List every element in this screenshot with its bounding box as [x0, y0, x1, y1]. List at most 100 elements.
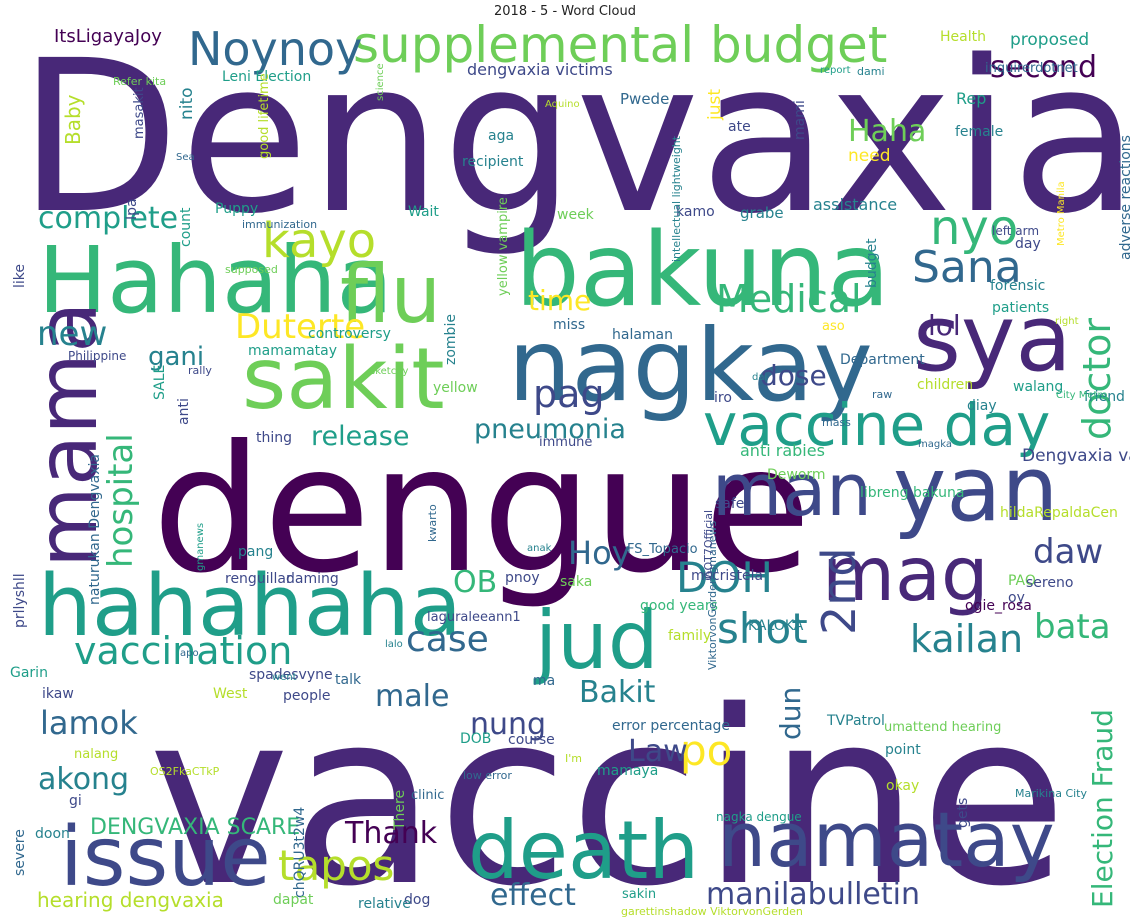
cloud-word: dai: [752, 372, 767, 383]
cloud-word: day: [1015, 236, 1041, 252]
cloud-word: good years: [640, 598, 718, 614]
cloud-word: anti rabies: [740, 441, 825, 460]
cloud-word: Bakit: [579, 675, 656, 710]
cloud-word: dog: [404, 892, 430, 908]
cloud-word: gets: [955, 798, 971, 828]
cloud-word: mamaya: [597, 763, 658, 779]
cloud-word: Philippine: [68, 349, 126, 363]
cloud-word: budget: [864, 238, 880, 288]
cloud-word: dapat: [273, 892, 314, 908]
cloud-word: Election Fraud: [1086, 709, 1119, 908]
cloud-word: vaccine day: [703, 391, 1050, 459]
cloud-word: Department: [840, 352, 925, 368]
cloud-word: complete: [38, 201, 178, 236]
cloud-word: vaccination: [74, 629, 292, 673]
cloud-word: point: [885, 742, 921, 758]
cloud-word: patients: [992, 300, 1049, 316]
cloud-word: kailan: [910, 617, 1023, 661]
cloud-word: low error: [463, 769, 512, 782]
cloud-word: mass: [822, 416, 851, 429]
cloud-word: issue: [60, 810, 271, 905]
cloud-word: pang: [238, 544, 273, 560]
cloud-word: PAO: [1008, 573, 1036, 589]
cloud-word: family: [668, 628, 711, 644]
cloud-word: dun: [774, 687, 807, 740]
cloud-word: kwarto: [426, 504, 439, 542]
cloud-word: count: [178, 207, 194, 247]
cloud-word: mama: [18, 301, 116, 568]
cloud-word: immunization: [242, 218, 317, 231]
cloud-word: Dengvaxia: [18, 15, 1130, 260]
cloud-word: jud: [533, 594, 659, 687]
cloud-word: City Metro: [1056, 390, 1108, 401]
cloud-word: immune: [539, 435, 592, 450]
cloud-word: week: [557, 207, 595, 223]
cloud-word: Refer kita: [113, 75, 166, 88]
cloud-word: nyo: [930, 200, 1018, 256]
cloud-word: garettinshadow ViktorvonGerden: [621, 905, 803, 918]
cloud-word: like: [12, 264, 28, 288]
cloud-word: ate: [728, 119, 751, 135]
cloud-word: hildaRepaldaCen: [1000, 505, 1118, 521]
cloud-word: gani: [148, 342, 204, 372]
cloud-word: Leni Election: [222, 69, 311, 85]
cloud-word: zombie: [443, 314, 459, 365]
cloud-word: hahahaha: [38, 557, 462, 656]
cloud-word: new: [37, 314, 107, 354]
cloud-word: akong: [38, 762, 129, 797]
cloud-word: pag: [533, 372, 605, 416]
cloud-word: children: [917, 377, 973, 393]
cloud-word: just: [705, 89, 725, 121]
cloud-word: intellectual lightweight: [670, 135, 683, 262]
cloud-word: pnoy: [505, 570, 540, 586]
cloud-word: kayo: [262, 213, 376, 269]
cloud-word: ItsLigayaJoy: [54, 26, 162, 47]
cloud-word: oy: [1008, 590, 1025, 606]
cloud-word: miss: [553, 317, 585, 333]
cloud-word: diay: [967, 398, 997, 414]
cloud-word: Deworm: [767, 467, 826, 483]
cloud-word: naturukan Dengvaxia: [87, 454, 103, 605]
cloud-word: death: [468, 804, 699, 897]
cloud-word: TVPatrol: [826, 713, 885, 729]
cloud-word: clinic: [411, 788, 444, 803]
cloud-word: okay: [886, 778, 919, 794]
cloud-word: sakit: [242, 330, 445, 429]
cloud-word: mamamatay: [248, 343, 337, 359]
cloud-word: tapos: [278, 841, 394, 890]
cloud-word: right: [1055, 316, 1079, 327]
cloud-word: man: [712, 448, 872, 532]
cloud-word: umattend hearing: [884, 720, 1001, 735]
cloud-word: forensic: [990, 278, 1045, 294]
cloud-word: raw: [872, 388, 892, 401]
cloud-word: chQRU3t2w4: [292, 807, 308, 898]
cloud-word: assistance: [813, 195, 897, 214]
cloud-word: bakuna: [515, 211, 890, 330]
cloud-word: Duterte: [235, 307, 365, 347]
cloud-word: mscristela: [691, 568, 763, 584]
cloud-word: anti: [176, 398, 192, 425]
cloud-word: doctor: [1075, 318, 1119, 440]
cloud-word: bata: [1034, 607, 1111, 647]
cloud-word: science: [375, 63, 386, 101]
cloud-word: case: [406, 619, 489, 660]
cloud-word: nalang: [74, 747, 118, 762]
cloud-word: lol: [928, 309, 961, 342]
cloud-word: error percentage: [612, 718, 730, 734]
cloud-word: sakin: [622, 887, 656, 902]
cloud-word: need: [848, 146, 890, 166]
cloud-word: nung: [470, 707, 546, 742]
cloud-word: libreng bakuna: [860, 485, 964, 501]
cloud-word: nagkay: [508, 307, 873, 424]
cloud-word: relative: [358, 896, 411, 912]
cloud-word: yan: [893, 437, 1058, 542]
cloud-word: nagka dengue: [716, 810, 802, 824]
cloud-word: controversy: [308, 326, 391, 342]
cloud-word: doon: [35, 826, 70, 842]
cloud-word: spadesvyne: [249, 667, 333, 683]
cloud-word: Thank: [344, 816, 438, 851]
cloud-word: recipient: [462, 154, 524, 170]
cloud-word: anak: [527, 543, 552, 554]
cloud-word: FS_Topacio: [627, 542, 698, 557]
cloud-word: Haha: [848, 114, 926, 149]
